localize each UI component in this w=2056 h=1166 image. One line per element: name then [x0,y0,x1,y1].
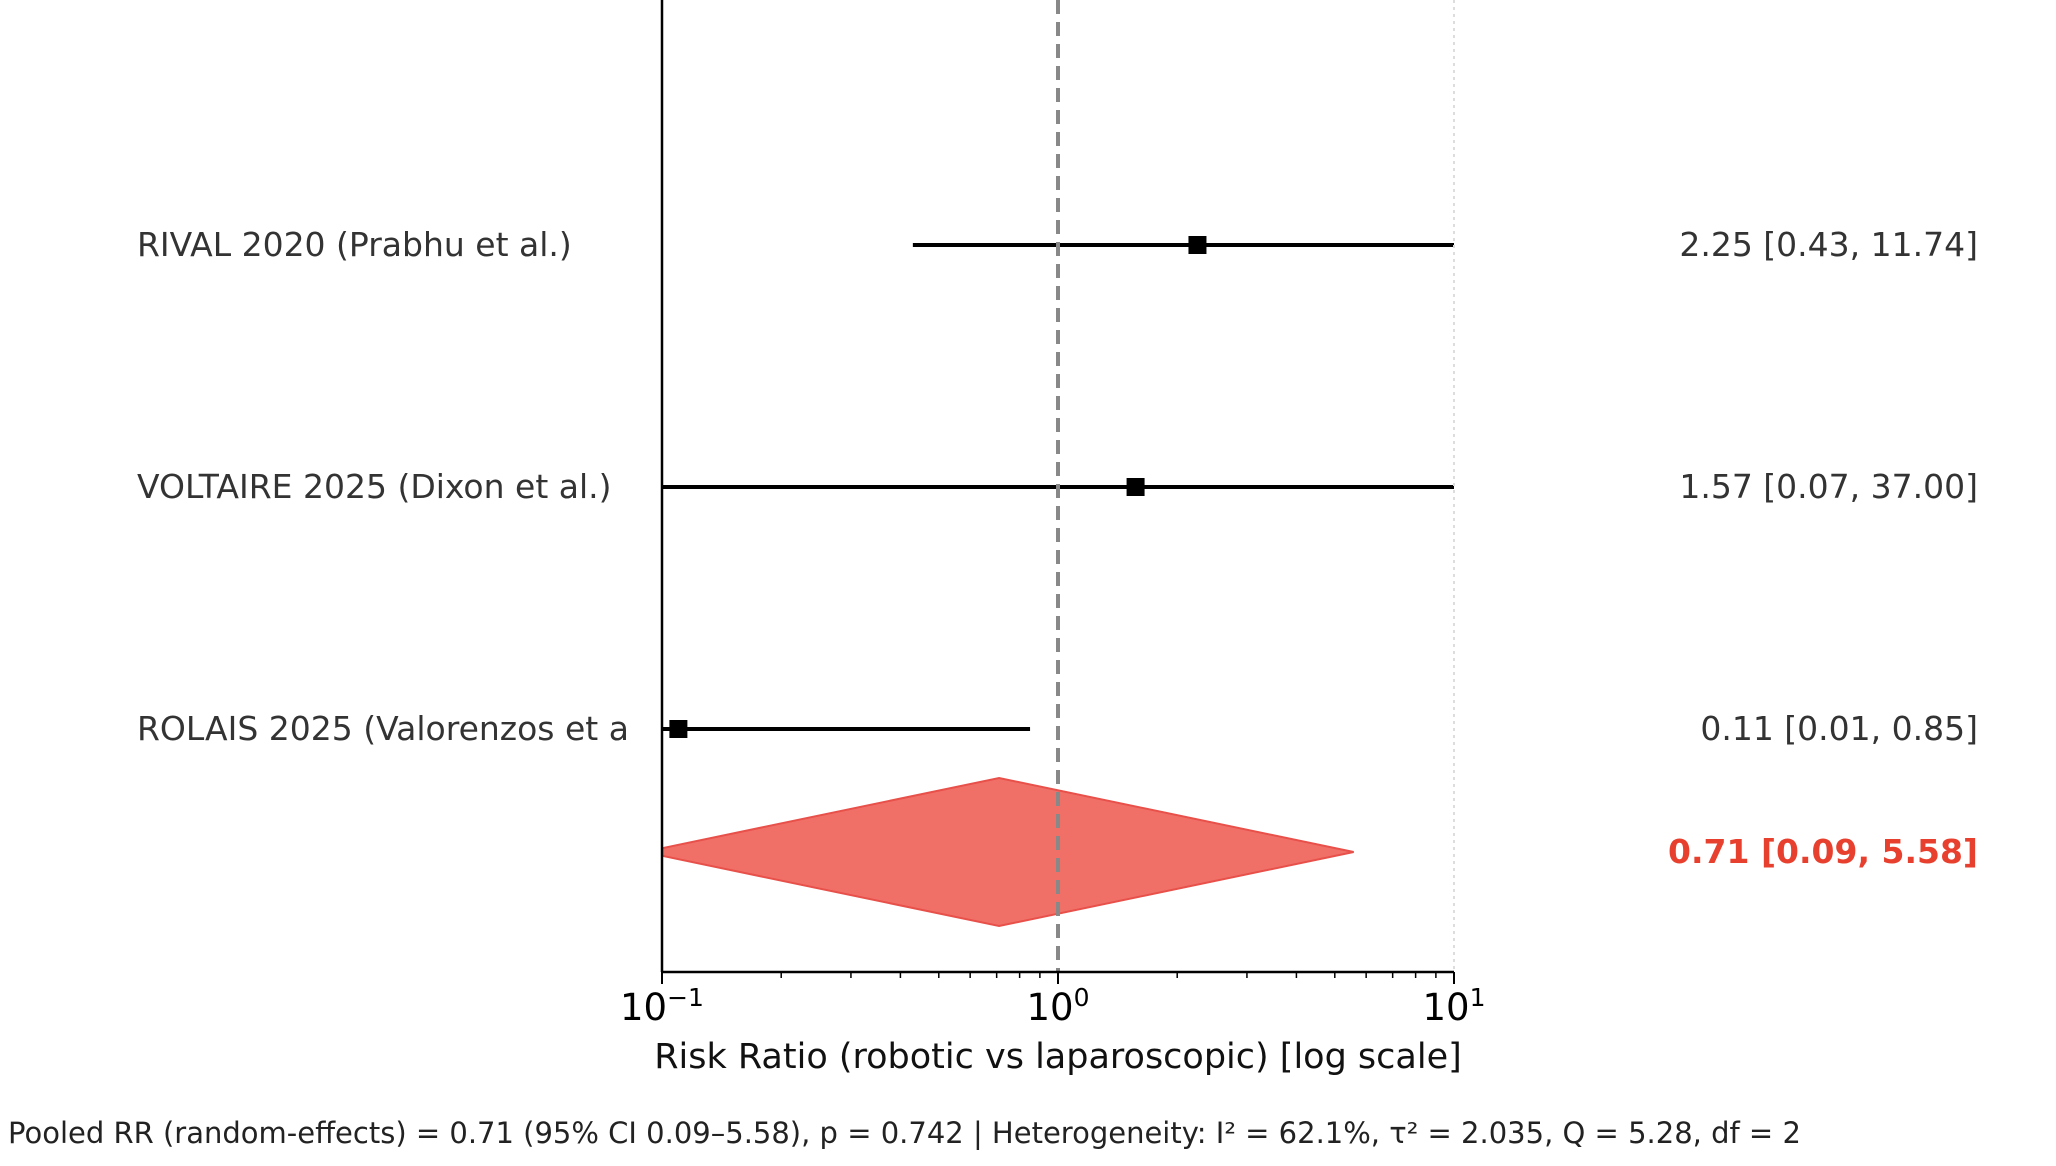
point-estimate-1 [1188,236,1207,254]
tick-label-2: 100 [1027,983,1090,1029]
x-axis-label: Risk Ratio (robotic vs laparoscopic) [lo… [654,1037,1462,1077]
study-label-3: ROLAIS 2025 (Valorenzos et a [137,709,629,748]
pooled-diamond [662,776,1354,928]
study-label-1: RIVAL 2020 (Prabhu et al.) [137,225,572,264]
ci-text-3: 0.11 [0.01, 0.85] [1700,709,1978,748]
tick-label-1: 10−1 [620,983,704,1029]
point-estimate-3 [669,720,688,738]
ci-text-2: 1.57 [0.07, 37.00] [1679,467,1978,506]
pooled-ci-text: 0.71 [0.09, 5.58] [1668,832,1978,871]
point-estimate-2 [1126,478,1145,496]
ci-text-1: 2.25 [0.43, 11.74] [1679,225,1978,264]
tick-label-3: 101 [1423,983,1486,1029]
study-label-2: VOLTAIRE 2025 (Dixon et al.) [137,467,612,506]
footer-summary: Pooled RR (random-effects) = 0.71 (95% C… [8,1116,1801,1150]
